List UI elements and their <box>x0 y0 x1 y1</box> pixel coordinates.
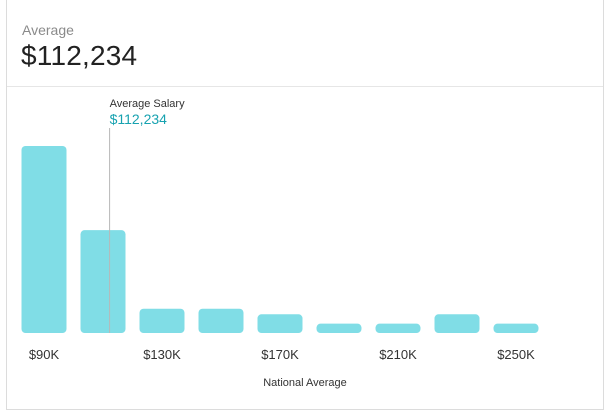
average-value: $112,234 <box>21 40 138 71</box>
bar-210k[interactable] <box>375 323 421 333</box>
average-marker-value: $112,234 <box>110 111 168 127</box>
bar-110k[interactable] <box>80 230 126 333</box>
bar-170k[interactable] <box>257 314 303 333</box>
bar-250k[interactable] <box>493 323 539 333</box>
x-tick-label: $170K <box>261 347 299 362</box>
x-axis-title: National Average <box>263 377 347 389</box>
x-tick-label: $250K <box>497 347 535 362</box>
bar-150k[interactable] <box>198 308 244 333</box>
x-tick-labels-group: $90K $130K $170K $210K $250K <box>29 347 535 362</box>
bars-group <box>21 146 539 333</box>
bar-230k[interactable] <box>434 314 480 333</box>
bar-90k[interactable] <box>21 146 67 333</box>
average-marker-group: Average Salary$112,234 <box>109 98 186 333</box>
x-tick-label: $90K <box>29 347 60 362</box>
salary-histogram: Average Salary$112,234 $90K $130K $170K $21… <box>21 98 539 389</box>
x-tick-label: $210K <box>379 347 417 362</box>
x-tick-label: $130K <box>143 347 181 362</box>
salary-card: Average $112,234 Average Salary $112,234 … <box>6 0 604 410</box>
bar-130k[interactable] <box>139 308 185 333</box>
divider <box>7 86 603 87</box>
bar-190k[interactable] <box>316 323 362 333</box>
average-marker-label: Average Salary <box>110 98 186 110</box>
average-label: Average <box>22 22 74 38</box>
